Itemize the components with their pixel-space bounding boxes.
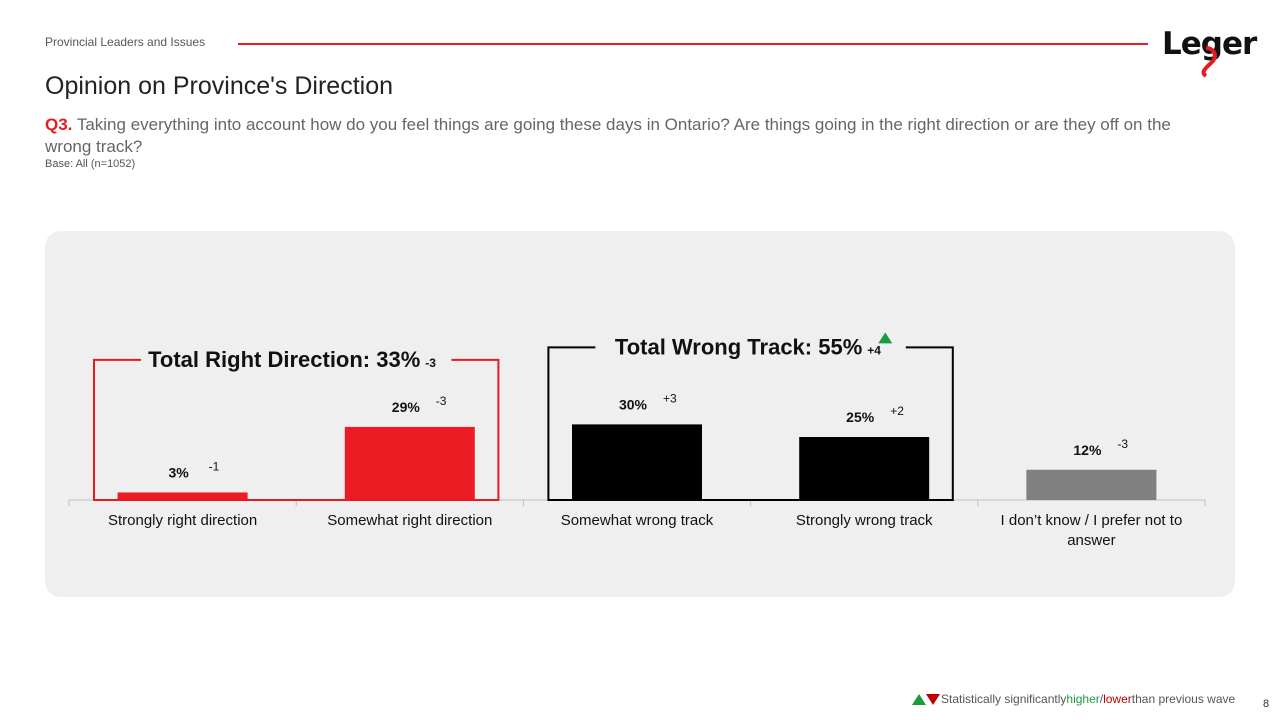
lower-triangle-icon — [926, 693, 940, 705]
footnote-higher: higher — [1066, 692, 1100, 706]
bar-value-label: 29% — [392, 399, 421, 415]
category-label: answer — [1067, 532, 1115, 549]
question-number: Q3. — [45, 115, 73, 134]
page-title: Opinion on Province's Direction — [45, 72, 393, 100]
group-title: Total Wrong Track: 55% — [615, 334, 862, 359]
significance-footnote: Statistically significantly higher / low… — [912, 692, 1235, 706]
bar-delta-label: +3 — [663, 391, 677, 405]
footnote-pre: Statistically significantly — [941, 692, 1067, 706]
chart-panel — [45, 231, 1235, 597]
bar — [799, 437, 930, 500]
logo-swoosh-icon — [1201, 46, 1217, 78]
category-label: I don’t know / I prefer not to — [1001, 512, 1183, 529]
question-text: Q3. Taking everything into account how d… — [45, 114, 1215, 158]
question-body: Taking everything into account how do yo… — [45, 115, 1171, 156]
category-label: Somewhat wrong track — [561, 512, 714, 529]
significance-up-triangle-icon — [878, 332, 893, 344]
logo-text: Leger — [1162, 26, 1257, 62]
category-label: Somewhat right direction — [327, 512, 492, 529]
category-label: Strongly wrong track — [796, 512, 933, 529]
group-delta-label: -3 — [425, 356, 436, 370]
header-rule — [238, 43, 1148, 45]
footnote-post: than previous wave — [1131, 692, 1236, 706]
bar-delta-label: -3 — [1117, 437, 1128, 451]
higher-triangle-icon — [912, 693, 926, 705]
bar — [117, 492, 248, 500]
group-bracket — [547, 346, 954, 501]
group-title: Total Right Direction: 33% — [148, 347, 420, 372]
bar — [344, 426, 475, 500]
bar-value-label: 12% — [1073, 442, 1102, 458]
base-note: Base: All (n=1052) — [45, 158, 136, 170]
bar-value-label: 30% — [619, 396, 648, 412]
bar-value-label: 25% — [846, 409, 875, 425]
bar — [1026, 469, 1157, 500]
page-number: 8 — [1263, 698, 1270, 710]
bar-value-label: 3% — [168, 464, 189, 480]
category-label: Strongly right direction — [108, 512, 257, 529]
bar-delta-label: +2 — [890, 404, 904, 418]
footnote-lower: lower — [1103, 692, 1132, 706]
bar — [572, 424, 702, 500]
section-label: Provincial Leaders and Issues — [45, 35, 206, 49]
leger-logo: Leger — [1162, 26, 1257, 78]
group-delta-label: +4 — [867, 343, 881, 357]
bar-delta-label: -1 — [209, 459, 220, 473]
bar-delta-label: -3 — [436, 394, 447, 408]
footnote-sep: / — [1099, 692, 1104, 706]
group-bracket — [93, 358, 500, 501]
